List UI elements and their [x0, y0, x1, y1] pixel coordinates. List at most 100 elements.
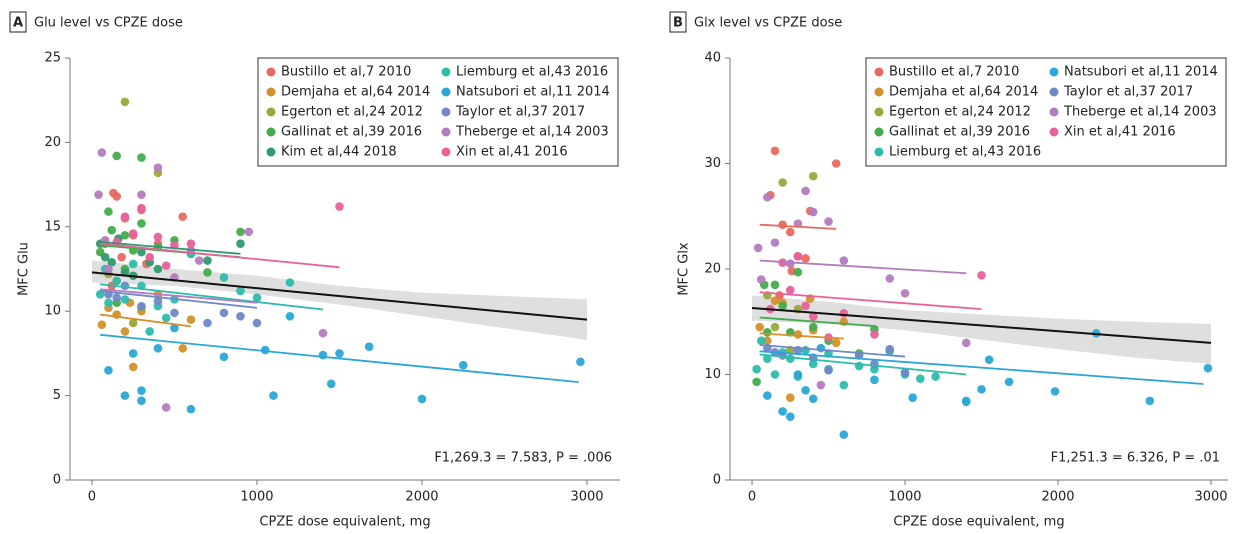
legend-marker — [266, 147, 276, 157]
fit-line — [100, 283, 324, 311]
data-point — [186, 404, 196, 414]
data-point — [824, 365, 833, 375]
panel-title: Glu level vs CPZE dose — [34, 16, 183, 31]
legend-label: Egerton et al,24 2012 — [889, 105, 1031, 120]
fit-line — [759, 332, 844, 340]
data-point — [137, 219, 146, 228]
data-point — [1004, 377, 1014, 387]
legend-label: Theberge et al,14 2003 — [1063, 105, 1217, 120]
data-point — [785, 354, 795, 363]
data-point — [793, 330, 803, 339]
legend-marker — [874, 127, 884, 137]
data-point — [128, 318, 138, 328]
fit-line — [759, 344, 906, 358]
fit-line — [100, 241, 241, 255]
legend-box — [257, 57, 619, 167]
data-point — [153, 232, 163, 242]
data-point — [170, 323, 179, 333]
data-point — [756, 336, 766, 346]
legend-marker — [1049, 127, 1059, 137]
legend-marker — [441, 147, 451, 157]
legend-label: Gallinat et al,39 2016 — [281, 125, 422, 140]
data-point — [808, 171, 818, 181]
data-point — [326, 379, 336, 389]
data-point — [908, 393, 917, 403]
data-point — [97, 148, 107, 157]
data-point — [203, 268, 212, 277]
data-point — [831, 338, 841, 348]
data-point — [770, 322, 780, 332]
data-point — [117, 252, 126, 262]
data-point — [137, 153, 146, 162]
data-point — [1203, 363, 1213, 373]
fit-line — [100, 288, 258, 304]
data-point — [900, 368, 910, 377]
x-tick-label: 2000 — [1041, 490, 1074, 505]
data-point — [752, 364, 761, 374]
data-point — [137, 301, 146, 311]
data-point — [252, 293, 262, 302]
legend-label: Gallinat et al,39 2016 — [889, 125, 1030, 140]
data-point — [219, 308, 229, 318]
data-point — [984, 355, 994, 365]
legend-label: Taylor et al,37 2017 — [455, 105, 585, 120]
data-point — [219, 352, 229, 362]
data-point — [763, 192, 772, 202]
legend-marker — [266, 67, 276, 77]
annotation: F1,251.3 = 6.326, P = .01 — [1051, 451, 1220, 466]
data-point — [816, 380, 826, 390]
data-point — [839, 380, 849, 390]
legend-label: Taylor et al,37 2017 — [1063, 85, 1193, 100]
fit-line — [759, 259, 967, 275]
data-point — [120, 327, 130, 336]
data-point — [107, 225, 117, 235]
data-point — [97, 320, 107, 330]
data-point — [153, 163, 163, 173]
data-point — [145, 252, 155, 262]
data-point — [785, 227, 795, 237]
fit-line — [759, 316, 875, 327]
panel-label-box — [9, 11, 27, 33]
data-point — [801, 254, 810, 263]
y-tick-label: 30 — [704, 156, 721, 171]
data-point — [763, 354, 772, 363]
data-point — [95, 290, 105, 299]
legend-marker — [441, 107, 451, 117]
data-point — [178, 344, 188, 353]
legend-label: Egerton et al,24 2012 — [281, 105, 423, 120]
data-point — [203, 256, 212, 265]
legend-marker — [1049, 87, 1059, 97]
fit-line — [100, 290, 258, 309]
y-tick-label: 20 — [44, 135, 61, 150]
data-point — [1050, 387, 1060, 396]
data-point — [961, 338, 971, 348]
data-point — [161, 313, 171, 323]
y-tick-label: 15 — [44, 219, 61, 234]
data-point — [839, 309, 849, 318]
data-point — [318, 328, 328, 338]
data-point — [961, 396, 971, 406]
data-point — [763, 336, 772, 346]
fit-line — [759, 353, 967, 376]
data-point — [194, 256, 204, 265]
data-point — [269, 391, 278, 400]
data-point — [770, 370, 780, 379]
legend-marker — [441, 67, 451, 77]
legend-marker — [266, 127, 276, 137]
data-point — [128, 259, 138, 269]
data-point — [161, 403, 171, 412]
legend-label: Xin et al,41 2016 — [456, 145, 568, 160]
overall-fit-line — [751, 307, 1212, 344]
data-point — [236, 311, 245, 321]
data-point — [128, 362, 138, 372]
x-tick-label: 3000 — [1194, 490, 1227, 505]
data-point — [808, 394, 818, 404]
data-point — [417, 394, 427, 404]
data-point — [170, 308, 179, 318]
legend-label: Liemburg et al,43 2016 — [456, 65, 608, 80]
data-point — [137, 396, 146, 405]
data-point — [770, 296, 780, 305]
x-axis-label: CPZE dose equivalent, mg — [259, 515, 430, 530]
legend-marker — [1049, 67, 1059, 77]
